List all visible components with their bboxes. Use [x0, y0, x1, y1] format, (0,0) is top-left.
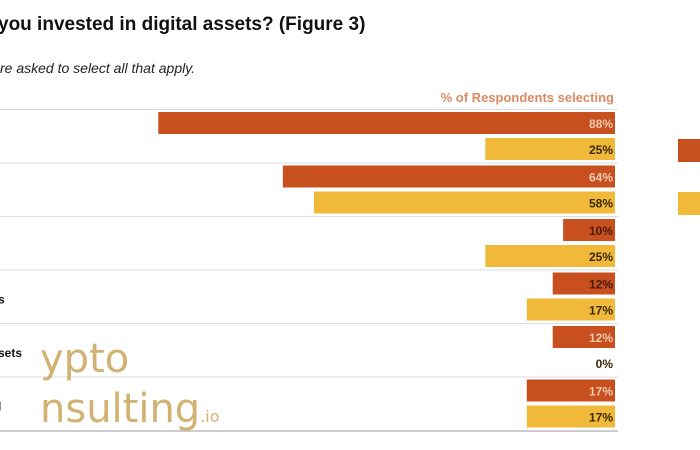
value-label: 12% [589, 331, 613, 345]
adjacent-chart-bar [678, 192, 700, 215]
watermark-line2: nsulting.io [40, 386, 220, 432]
value-header: % of Respondents selecting [440, 90, 614, 105]
category-label: sets [0, 346, 22, 360]
value-label: 10% [589, 224, 613, 238]
bar [526, 379, 615, 402]
value-label: 17% [589, 385, 613, 399]
value-label: 25% [589, 250, 613, 264]
bar [282, 165, 615, 188]
value-label: 88% [589, 117, 613, 131]
value-label: 17% [589, 411, 613, 425]
category-label: l [0, 400, 1, 414]
value-label: 25% [589, 143, 613, 157]
bar [526, 298, 615, 321]
bar [526, 405, 615, 428]
bar [552, 272, 615, 295]
value-label: 17% [589, 304, 613, 318]
value-label: 58% [589, 197, 613, 211]
watermark-text: nsulting [40, 386, 201, 432]
watermark-line1: ypto [40, 336, 130, 382]
adjacent-chart-bar [678, 139, 700, 162]
chart-subtitle: re asked to select all that apply. [0, 60, 196, 76]
bar [485, 138, 615, 160]
value-label: 0% [596, 357, 614, 371]
bar [485, 245, 615, 267]
category-label: s [0, 293, 5, 307]
value-label: 12% [589, 278, 613, 292]
watermark-suffix: .io [200, 407, 220, 426]
bar [313, 191, 615, 214]
bar [563, 219, 615, 241]
bar [552, 326, 615, 348]
value-label: 64% [589, 171, 613, 185]
bar [158, 112, 615, 134]
chart-title: you invested in digital assets? (Figure … [0, 14, 366, 35]
